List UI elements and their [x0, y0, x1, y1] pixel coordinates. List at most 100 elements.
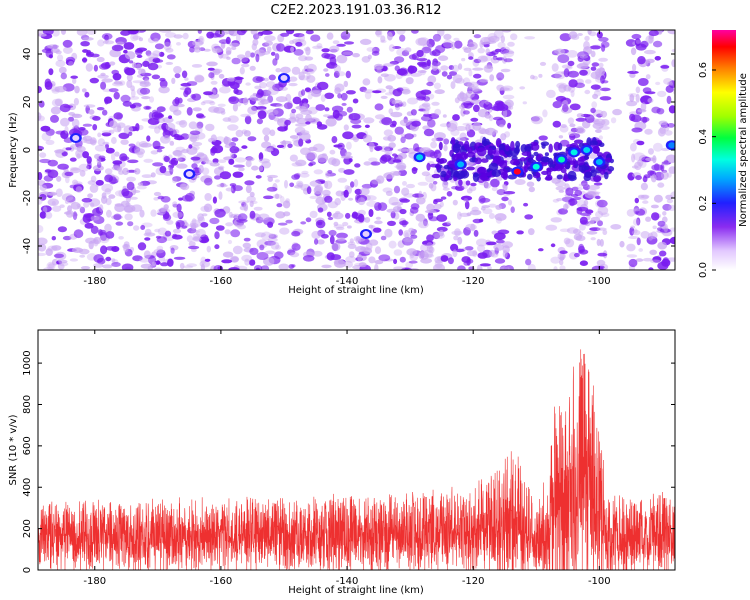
spectrogram-cell — [189, 46, 195, 53]
spectrogram-cell — [157, 195, 165, 200]
spectrogram-cell — [164, 38, 171, 47]
spectrogram-cell — [329, 45, 340, 53]
spectrogram-cell — [667, 30, 675, 35]
spectrogram-cell — [235, 129, 244, 138]
spectrogram-cell — [340, 155, 351, 159]
spectrogram-cell — [550, 217, 563, 223]
spectrogram-cell — [637, 194, 645, 199]
x-tick-label: -160 — [210, 576, 233, 587]
spectrogram-cell — [342, 131, 354, 140]
spectrogram-cell — [479, 78, 489, 83]
spectrogram-cell — [291, 108, 297, 114]
spectrogram-cell — [38, 225, 44, 233]
spectrogram-cell — [441, 71, 448, 77]
spectrogram-cell — [309, 195, 319, 199]
spectrogram-cell — [650, 231, 658, 239]
spectrogram-cell — [345, 70, 351, 79]
spectrogram-cell — [255, 106, 267, 110]
spectrogram-cell — [51, 258, 59, 266]
snr-frame — [37, 329, 676, 571]
spectrogram-cell — [343, 157, 352, 165]
spectrogram-cell — [398, 229, 404, 236]
spectrogram-cell — [417, 70, 427, 74]
spectrogram-cell — [539, 61, 547, 66]
spectrogram-cell — [250, 30, 258, 35]
spectrogram-cell — [579, 260, 589, 267]
spectrogram-cell — [173, 66, 182, 74]
spectrogram-cell — [265, 40, 273, 46]
spectrogram-cell — [258, 158, 270, 164]
spectrogram-cell — [123, 42, 135, 50]
spectrogram-cell — [345, 90, 356, 95]
spectrogram-cell — [111, 165, 123, 171]
spectrogram-cell — [249, 65, 256, 71]
spectrogram-cell — [306, 186, 312, 195]
spectrogram-cell — [336, 232, 348, 239]
spectrogram-cell — [166, 220, 174, 225]
spectrogram-cell — [324, 107, 330, 112]
spectrogram-cell — [423, 253, 435, 258]
snr-y-axis-label: SNR (10 * v/v) — [8, 414, 19, 485]
spectrogram-cell — [98, 155, 106, 160]
spectrogram-cell — [200, 222, 209, 228]
spectrogram-cell — [650, 259, 661, 264]
spectrogram-cell — [105, 231, 115, 239]
spectrogram-cell — [510, 33, 518, 41]
spectrogram-cell — [636, 217, 641, 226]
spectrogram-cell — [484, 127, 497, 136]
spectrogram-cell — [337, 142, 345, 150]
spectrogram-cell — [154, 43, 164, 50]
spectrogram-cell — [648, 267, 654, 270]
spectrogram-cell — [396, 30, 406, 35]
spectrogram-cell — [481, 205, 490, 209]
spectrogram-cell — [343, 260, 353, 268]
spectrogram-cell — [455, 126, 468, 131]
spectrogram-cell — [306, 63, 317, 73]
spectrogram-cell — [291, 243, 301, 251]
spectrogram-cell — [368, 256, 376, 264]
spectrogram-cell — [441, 42, 454, 49]
spectrogram-band-cell — [456, 170, 466, 180]
spectrogram-cell — [291, 230, 301, 237]
spectrogram-cell — [38, 195, 43, 205]
spectrogram-band-cell — [590, 169, 597, 177]
spectrogram-cell — [579, 54, 589, 59]
spectrogram-cell — [137, 242, 147, 251]
spectrogram-band-cell — [535, 172, 541, 178]
spectrogram-cell — [231, 137, 239, 142]
spectrogram-cell — [459, 104, 465, 110]
spectrogram-cell — [152, 109, 158, 115]
spectrogram-cell — [98, 229, 103, 236]
spectrogram-cell — [184, 87, 192, 95]
spectrogram-cell — [626, 100, 638, 107]
spectrogram-cell — [82, 135, 93, 142]
spectrogram-cell — [90, 215, 100, 221]
spectrogram-cell — [153, 248, 165, 254]
spectrogram-cell — [188, 121, 198, 130]
spectrogram-cell — [434, 89, 445, 95]
spectrogram-cell — [402, 237, 414, 246]
spectrogram-cell — [284, 179, 288, 189]
spectrogram-cell — [657, 182, 665, 188]
spectrogram-cell — [493, 30, 504, 39]
spectrogram-cell — [222, 251, 234, 258]
spectrogram-cell — [387, 135, 397, 142]
spectrogram-cell — [337, 93, 342, 99]
spectrogram-band-cell — [519, 157, 526, 162]
spectrogram-cell — [135, 123, 140, 132]
spectrogram-cell — [298, 132, 311, 142]
spectrogram-cell — [362, 78, 371, 86]
spectrogram-cell — [172, 98, 180, 107]
spectrogram-cell — [396, 87, 404, 92]
spectrogram-band-cell — [545, 174, 553, 181]
spectrogram-cell — [600, 87, 611, 92]
spectrogram-cell — [309, 210, 318, 219]
spectrogram-cell — [647, 98, 654, 103]
spectrogram-cell — [348, 197, 354, 201]
spectrogram-cell — [488, 35, 500, 43]
spectrogram-band-cell — [431, 173, 441, 179]
spectrogram-cell — [172, 201, 178, 208]
spectrogram-cell — [443, 33, 452, 41]
spectrogram-cell — [55, 188, 63, 197]
spectrogram-cell — [349, 238, 354, 244]
